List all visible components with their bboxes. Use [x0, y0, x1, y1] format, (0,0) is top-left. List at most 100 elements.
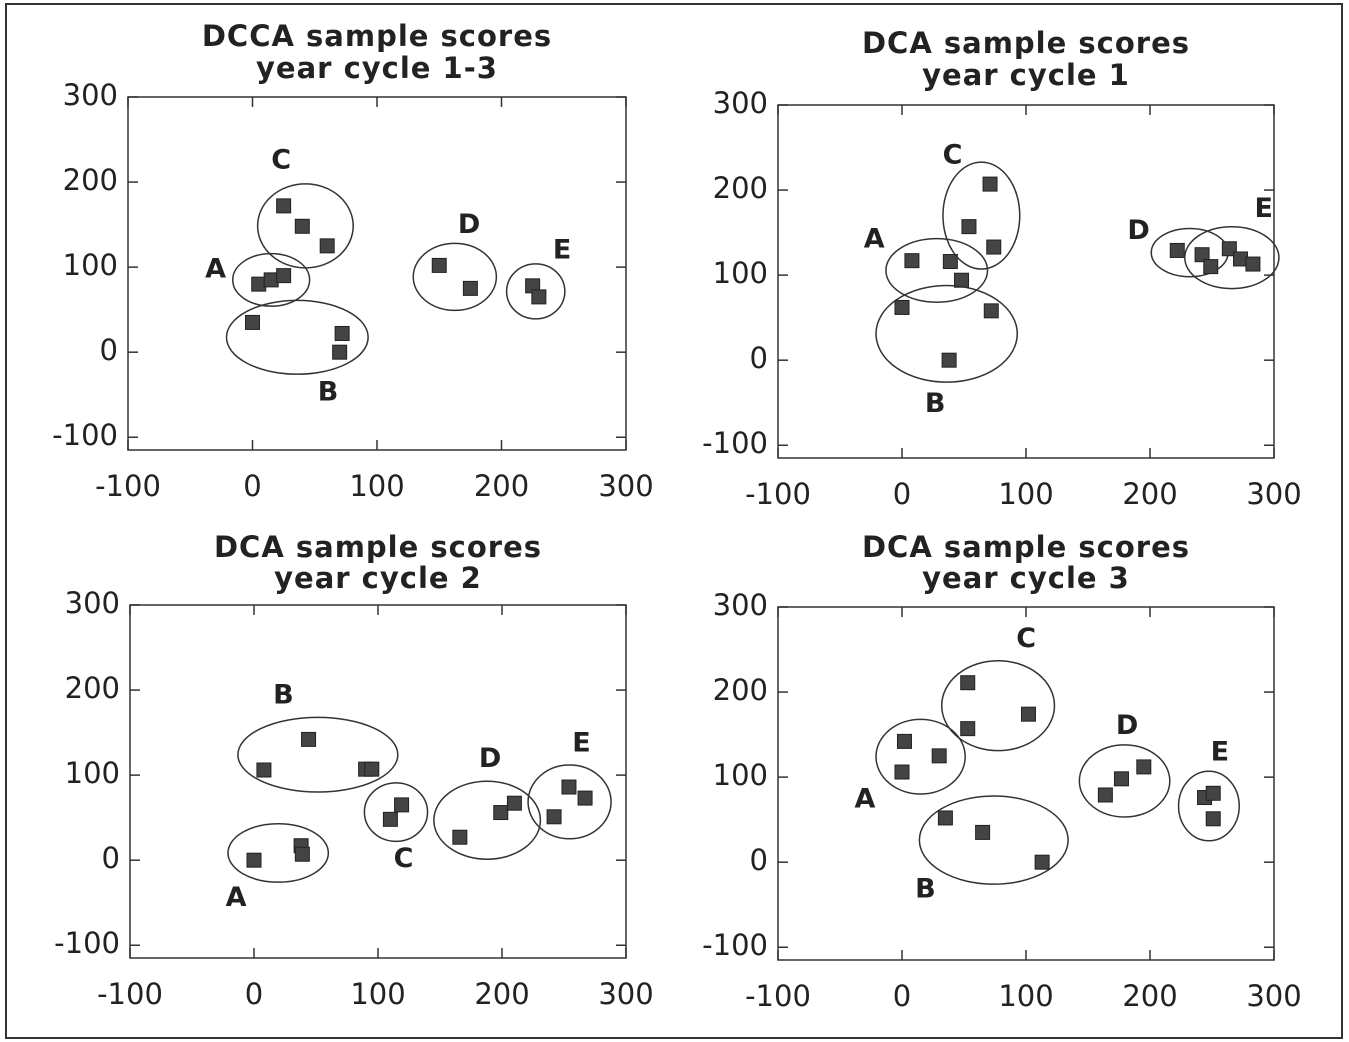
point — [1221, 241, 1237, 257]
point — [332, 344, 348, 360]
x-tick-label: -100 — [97, 977, 163, 1011]
point — [382, 811, 398, 827]
chart-title: DCCA sample scores — [202, 19, 552, 53]
group-label: D — [1127, 215, 1149, 246]
x-tick-label: 100 — [349, 469, 404, 503]
point — [1169, 242, 1185, 258]
point — [462, 280, 478, 296]
x-tick-label: 100 — [998, 477, 1053, 511]
point — [276, 198, 292, 214]
point — [960, 721, 976, 737]
chart-title: DCA sample scores — [862, 26, 1190, 60]
point — [1205, 811, 1221, 827]
point — [941, 352, 957, 368]
y-tick-label: 100 — [713, 758, 768, 792]
group-ellipse — [942, 161, 1021, 270]
x-tick-label: 300 — [598, 469, 653, 503]
point — [431, 257, 447, 273]
group-label: C — [271, 145, 291, 176]
point — [1203, 259, 1219, 275]
group-ellipse — [237, 716, 399, 793]
x-tick-label: 0 — [893, 477, 911, 511]
point — [531, 289, 547, 305]
chart-subtitle: year cycle 2 — [274, 561, 482, 595]
x-tick-label: 300 — [598, 977, 653, 1011]
y-tick-label: -100 — [52, 418, 118, 452]
x-tick-label: -100 — [745, 979, 811, 1013]
y-tick-label: 100 — [713, 256, 768, 290]
point — [894, 299, 910, 315]
group-ellipse — [875, 718, 966, 795]
group-label: A — [854, 784, 875, 815]
point — [894, 764, 910, 780]
point — [452, 829, 468, 845]
point — [937, 810, 953, 826]
group-label: B — [318, 377, 339, 408]
group-label: B — [915, 874, 936, 905]
group-label: C — [1016, 623, 1036, 654]
y-tick-label: 200 — [713, 673, 768, 707]
point — [975, 824, 991, 840]
x-tick-label: 200 — [474, 977, 529, 1011]
x-tick-label: 0 — [893, 979, 911, 1013]
group-label: E — [572, 728, 590, 759]
point — [364, 761, 380, 777]
x-tick-label: 0 — [245, 977, 263, 1011]
point — [294, 218, 310, 234]
point — [1020, 706, 1036, 722]
point — [394, 797, 410, 813]
y-tick-label: 0 — [750, 341, 768, 375]
group-ellipse — [227, 822, 330, 883]
point — [245, 314, 260, 330]
group-ellipse — [527, 764, 612, 840]
group-label: E — [1254, 193, 1272, 224]
y-tick-label: 0 — [750, 843, 768, 877]
point — [904, 253, 920, 269]
point — [942, 254, 958, 270]
point — [1113, 771, 1129, 787]
x-tick-label: 0 — [243, 469, 261, 503]
x-tick-label: 100 — [350, 977, 405, 1011]
group-ellipse — [1177, 770, 1240, 842]
chart-subtitle: year cycle 1-3 — [256, 51, 498, 85]
group-label: E — [1211, 737, 1229, 768]
point — [1034, 854, 1050, 870]
point — [251, 276, 267, 292]
point — [931, 748, 947, 764]
point — [301, 731, 317, 747]
y-tick-label: 300 — [713, 588, 768, 622]
group-label: E — [553, 235, 571, 266]
y-tick-label: -100 — [702, 426, 768, 460]
point — [1136, 759, 1152, 775]
group-ellipse — [1184, 226, 1280, 290]
group-label: C — [394, 843, 414, 874]
point — [960, 675, 976, 691]
chart-title: DCA sample scores — [862, 530, 1190, 564]
point — [506, 795, 522, 811]
plot-box — [129, 604, 627, 959]
group-label: C — [943, 140, 963, 171]
y-tick-label: 300 — [63, 78, 118, 112]
y-tick-label: 0 — [102, 841, 120, 875]
point — [1245, 256, 1261, 272]
y-tick-label: 200 — [65, 671, 120, 705]
group-label: A — [226, 882, 247, 913]
point — [982, 176, 998, 192]
y-tick-label: -100 — [702, 928, 768, 962]
point — [1205, 785, 1221, 801]
group-ellipse — [940, 659, 1056, 752]
y-tick-label: 100 — [65, 756, 120, 790]
point — [256, 762, 272, 778]
point — [294, 846, 310, 862]
x-tick-label: 200 — [1122, 477, 1177, 511]
point — [961, 219, 977, 235]
chart-title: DCA sample scores — [214, 530, 542, 564]
x-tick-label: 300 — [1246, 979, 1301, 1013]
group-ellipse — [256, 183, 354, 269]
group-ellipse — [505, 263, 566, 320]
frame — [5, 3, 1343, 1039]
plot-box — [127, 96, 627, 451]
point — [577, 790, 593, 806]
point — [334, 325, 350, 341]
